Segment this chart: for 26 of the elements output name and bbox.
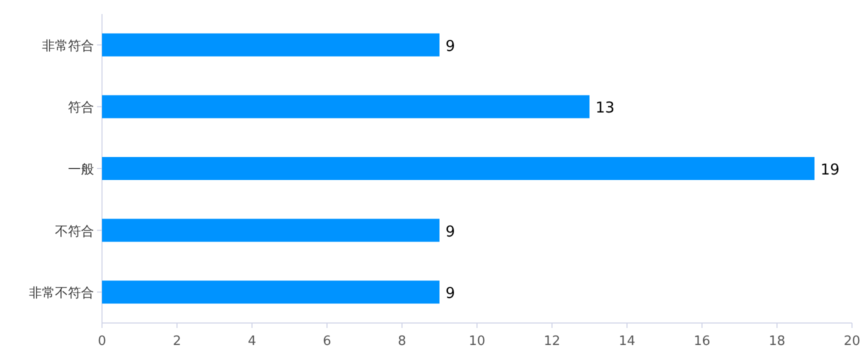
bar	[102, 218, 440, 242]
x-tick-label: 8	[398, 334, 406, 349]
x-tick-label: 10	[468, 334, 486, 349]
bar	[102, 157, 814, 180]
data-label: 13	[596, 98, 615, 117]
x-tick-label: 6	[322, 334, 332, 349]
data-label: 9	[446, 284, 456, 302]
y-tick-label: 符合	[68, 100, 94, 116]
y-tick-label: 非常不符合	[29, 286, 94, 302]
y-tick-label: 非常符合	[42, 38, 94, 54]
data-label: 9	[446, 36, 456, 55]
y-tick-label: 一般	[68, 162, 94, 178]
data-label: 9	[446, 222, 456, 240]
y-tick-label: 不符合	[55, 224, 94, 240]
x-tick-label: 0	[98, 334, 106, 349]
x-tick-label: 4	[248, 334, 256, 349]
data-label: 19	[820, 160, 840, 178]
x-tick-label: 14	[618, 334, 636, 349]
x-tick-label: 2	[172, 334, 182, 349]
bar	[102, 280, 440, 304]
x-tick-label: 20	[844, 334, 860, 349]
bar	[102, 95, 590, 118]
bar	[102, 33, 440, 56]
x-tick-label: 12	[544, 334, 560, 349]
x-tick-label: 18	[768, 334, 786, 349]
x-tick-label: 16	[694, 334, 710, 349]
